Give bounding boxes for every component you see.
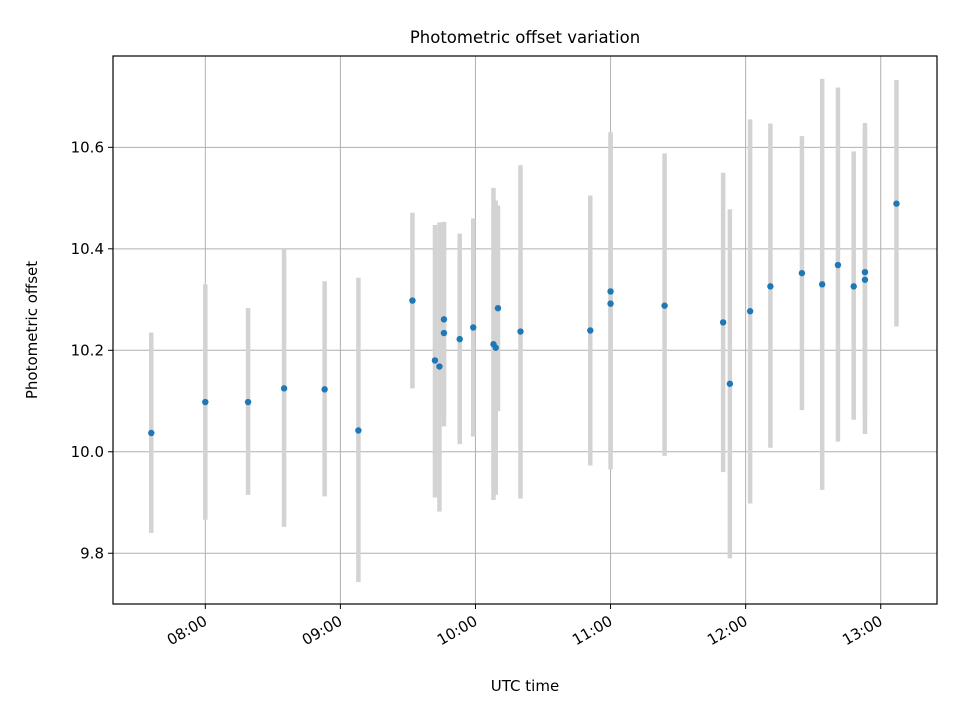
data-point xyxy=(587,327,594,334)
data-point xyxy=(607,288,614,295)
data-point xyxy=(431,357,439,364)
y-axis-label: Photometric offset xyxy=(23,261,41,399)
y-tick-label: 10.2 xyxy=(71,341,104,359)
data-point xyxy=(517,328,524,335)
data-point xyxy=(719,319,727,326)
data-point xyxy=(436,363,443,370)
data-point xyxy=(492,344,499,351)
grid xyxy=(113,56,937,604)
data-point xyxy=(607,300,614,307)
data-point xyxy=(244,398,252,406)
data-point xyxy=(726,380,734,387)
data-point xyxy=(148,429,155,437)
chart-title: Photometric offset variation xyxy=(410,28,640,47)
data-point xyxy=(456,335,463,343)
data-points xyxy=(148,200,900,437)
data-point xyxy=(409,297,416,304)
data-point xyxy=(798,269,806,277)
data-point xyxy=(661,302,668,309)
data-point xyxy=(440,329,448,337)
y-tick-label: 9.8 xyxy=(80,544,104,562)
data-point xyxy=(494,304,502,312)
data-point xyxy=(767,283,774,290)
plot-frame xyxy=(112,55,938,605)
data-point xyxy=(321,386,328,393)
data-point xyxy=(893,200,900,207)
data-point xyxy=(861,268,869,276)
data-point xyxy=(355,427,362,434)
x-axis-label: UTC time xyxy=(491,677,559,695)
data-point xyxy=(280,385,288,392)
data-point xyxy=(818,281,826,288)
data-point xyxy=(470,324,477,331)
data-point xyxy=(202,398,209,406)
data-point xyxy=(850,283,857,290)
data-point xyxy=(746,308,754,315)
data-point xyxy=(861,276,869,283)
y-tick-label: 10.4 xyxy=(71,240,104,258)
data-point xyxy=(440,316,448,323)
y-tick-label: 10.0 xyxy=(71,443,104,461)
data-point xyxy=(834,261,842,269)
y-tick-label: 10.6 xyxy=(71,138,104,156)
